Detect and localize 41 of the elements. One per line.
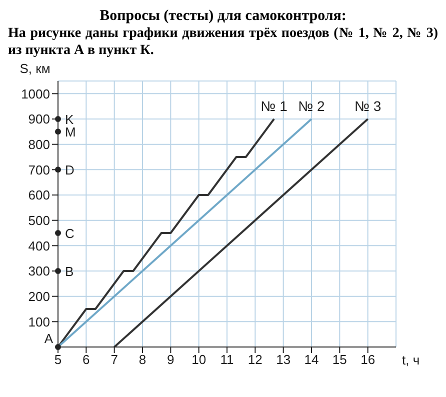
y-tick-label: 700 — [28, 162, 50, 178]
y-tick-label: 900 — [28, 112, 50, 127]
series-label: № 1 — [260, 98, 288, 114]
point — [55, 128, 61, 135]
y-tick-label: 400 — [28, 238, 50, 254]
x-tick-label: 10 — [192, 352, 206, 368]
x-tick-label: 16 — [360, 352, 376, 368]
x-tick-label: 6 — [82, 352, 90, 368]
data-label: K — [65, 112, 74, 127]
x-tick-label: 14 — [304, 352, 319, 368]
y-tick-label: 500 — [28, 212, 50, 228]
data-label: B — [65, 264, 74, 279]
data-label: A — [44, 331, 54, 346]
point — [55, 268, 61, 274]
x-tick-label: 12 — [248, 352, 262, 368]
series-label: № 2 — [298, 98, 326, 114]
point — [55, 116, 61, 122]
y-tick-label: 200 — [28, 288, 50, 304]
x-tick-label: 5 — [54, 352, 62, 368]
chart-title: Вопросы (тесты) для самоконтроля: — [98, 8, 348, 25]
data-label: D — [65, 162, 74, 178]
x-tick-label: 8 — [138, 352, 146, 368]
x-tick-label: 9 — [167, 352, 174, 368]
y-tick-label: 800 — [28, 136, 50, 152]
y-tick-label: 1000 — [21, 86, 50, 102]
chart-subtitle: На рисунке даны графики движения трёх поездов (№ 1, № 2, № 3) из пункта А в пункт К. — [8, 25, 438, 59]
x-tick-label: 13 — [276, 352, 291, 368]
data-label: C — [65, 226, 74, 241]
point — [55, 344, 61, 350]
x-axis-title: t, ч — [402, 352, 420, 368]
x-tick-label: 7 — [110, 352, 118, 368]
y-tick-label: 600 — [28, 188, 50, 203]
x-tick-label: 15 — [332, 352, 347, 368]
y-tick-label: 300 — [28, 264, 50, 279]
data-label: M — [65, 124, 76, 140]
y-axis-title: S, км — [20, 61, 50, 76]
series-label: № 3 — [354, 98, 382, 114]
y-tick-label: 100 — [28, 314, 50, 330]
point — [55, 230, 61, 236]
x-tick-label: 11 — [220, 352, 234, 368]
point — [55, 166, 61, 173]
